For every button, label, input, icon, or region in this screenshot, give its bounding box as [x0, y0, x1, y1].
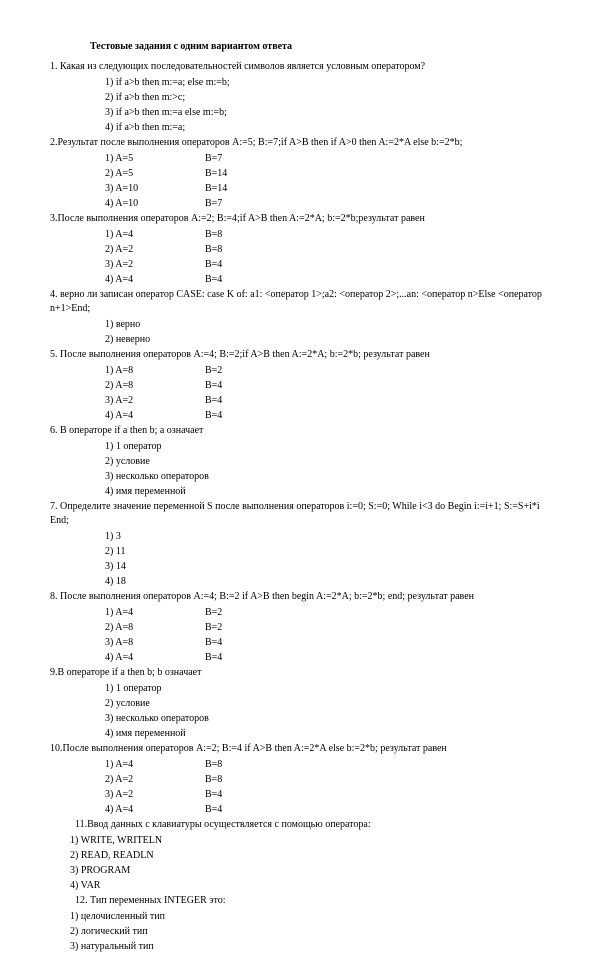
q1-opt-1: 1) if a>b then m:=a; else m:=b; [105, 76, 545, 90]
q10-opt-2: 2) A=2B=8 [105, 773, 545, 787]
q3-opt-2: 2) A=2B=8 [105, 243, 545, 257]
q11-opt-3: 3) PROGRAM [70, 864, 545, 878]
q8-opt-2: 2) A=8B=2 [105, 621, 545, 635]
q2-opt-3: 3) A=10B=14 [105, 182, 545, 196]
q6-opt-2: 2) условие [105, 455, 545, 469]
question-5: 5. После выполнения операторов A:=4; B:=… [50, 348, 545, 362]
q6-opt-1: 1) 1 оператор [105, 440, 545, 454]
question-4: 4. верно ли записан оператор CASE: case … [50, 288, 545, 316]
q8-opt-4: 4) A=4B=4 [105, 651, 545, 665]
q4-opt-1: 1) верно [105, 318, 545, 332]
q3-opt-1: 1) A=4B=8 [105, 228, 545, 242]
q7-opt-3: 3) 14 [105, 560, 545, 574]
q3-opt-3: 3) A=2B=4 [105, 258, 545, 272]
q9-opt-2: 2) условие [105, 697, 545, 711]
q6-opt-3: 3) несколько операторов [105, 470, 545, 484]
q11-opt-1: 1) WRITE, WRITELN [70, 834, 545, 848]
q4-opt-2: 2) неверно [105, 333, 545, 347]
question-2: 2.Результат после выполнения операторов … [50, 136, 545, 150]
q10-opt-1: 1) A=4B=8 [105, 758, 545, 772]
q2-opt-1: 1) A=5B=7 [105, 152, 545, 166]
q6-opt-4: 4) имя переменной [105, 485, 545, 499]
q9-opt-3: 3) несколько операторов [105, 712, 545, 726]
q8-opt-3: 3) A=8B=4 [105, 636, 545, 650]
q10-opt-3: 3) A=2B=4 [105, 788, 545, 802]
question-7: 7. Определите значение переменной S посл… [50, 500, 545, 528]
q5-opt-4: 4) A=4B=4 [105, 409, 545, 423]
question-11: 11.Ввод данных с клавиатуры осуществляет… [75, 818, 545, 832]
q7-opt-2: 2) 11 [105, 545, 545, 559]
q7-opt-4: 4) 18 [105, 575, 545, 589]
q12-opt-2: 2) логический тип [70, 925, 545, 939]
q8-opt-1: 1) A=4B=2 [105, 606, 545, 620]
question-8: 8. После выполнения операторов A:=4; B:=… [50, 590, 545, 604]
q9-opt-4: 4) имя переменной [105, 727, 545, 741]
q12-opt-1: 1) целочисленный тип [70, 910, 545, 924]
q5-opt-2: 2) A=8B=4 [105, 379, 545, 393]
question-1: 1. Какая из следующих последовательносте… [50, 60, 545, 74]
question-12: 12. Тип переменных INTEGER это: [75, 894, 545, 908]
q7-opt-1: 1) 3 [105, 530, 545, 544]
page-title: Тестовые задания с одним вариантом ответ… [90, 40, 545, 54]
q9-opt-1: 1) 1 оператор [105, 682, 545, 696]
q11-opt-2: 2) READ, READLN [70, 849, 545, 863]
q2-opt-2: 2) A=5B=14 [105, 167, 545, 181]
q12-opt-3: 3) натуральный тип [70, 940, 545, 954]
q1-opt-4: 4) if a>b then m:=a; [105, 121, 545, 135]
q11-opt-4: 4) VAR [70, 879, 545, 893]
question-6: 6. В операторе if a then b; a означает [50, 424, 545, 438]
q2-opt-4: 4) A=10B=7 [105, 197, 545, 211]
q10-opt-4: 4) A=4B=4 [105, 803, 545, 817]
q1-opt-3: 3) if a>b then m:=a else m:=b; [105, 106, 545, 120]
q5-opt-3: 3) A=2B=4 [105, 394, 545, 408]
question-3: 3.После выполнения операторов A:=2; B:=4… [50, 212, 545, 226]
q3-opt-4: 4) A=4B=4 [105, 273, 545, 287]
q1-opt-2: 2) if a>b then m:>c; [105, 91, 545, 105]
q5-opt-1: 1) A=8B=2 [105, 364, 545, 378]
question-9: 9.В операторе if a then b; b означает [50, 666, 545, 680]
question-10: 10.После выполнения операторов A:=2; B:=… [50, 742, 545, 756]
